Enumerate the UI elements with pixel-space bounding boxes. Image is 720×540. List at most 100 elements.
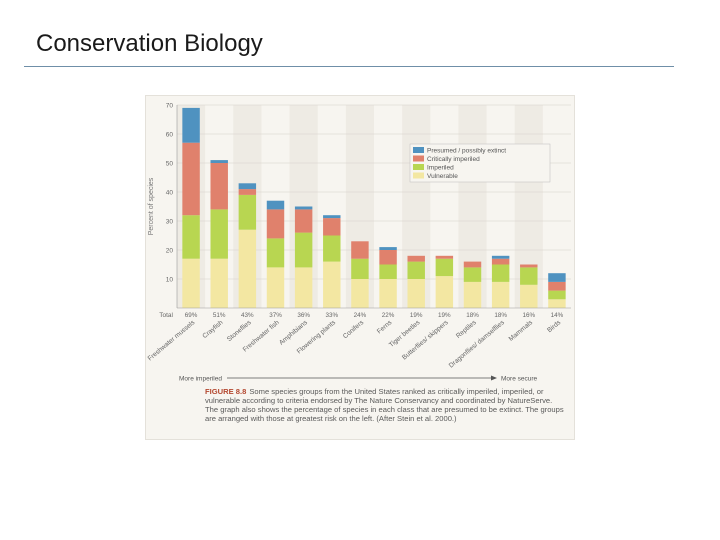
category-label: Dragonflies/ damselflies bbox=[448, 319, 507, 370]
bar-segment-imperiled bbox=[520, 267, 538, 285]
y-tick-label: 10 bbox=[166, 277, 174, 284]
bar-segment-critical bbox=[407, 255, 425, 262]
bar-segment-critical bbox=[238, 189, 257, 195]
chart-bars bbox=[182, 107, 566, 308]
category-label: Mammals bbox=[508, 319, 535, 343]
y-tick-label: 50 bbox=[166, 161, 174, 168]
title-divider bbox=[24, 66, 674, 67]
bar-segment-imperiled bbox=[266, 238, 285, 268]
bar-segment-presumed bbox=[210, 160, 228, 163]
total-percent-label: 33% bbox=[325, 312, 338, 319]
total-percent-label: 36% bbox=[297, 312, 310, 319]
bar-segment-presumed bbox=[182, 107, 200, 143]
arrow-head bbox=[491, 375, 497, 381]
y-axis-label: Percent of species bbox=[148, 177, 155, 235]
bar-segment-imperiled bbox=[548, 290, 566, 300]
category-label: Crayfish bbox=[201, 319, 224, 340]
total-percent-label: 22% bbox=[382, 312, 395, 319]
category-label: Birds bbox=[546, 319, 563, 334]
legend-label: Vulnerable bbox=[427, 173, 458, 180]
bar-segment-imperiled bbox=[463, 267, 482, 282]
bar-segment-vulnerable bbox=[407, 279, 425, 308]
bar-segment-vulnerable bbox=[182, 258, 200, 308]
bar-segment-critical bbox=[266, 209, 285, 239]
legend-swatch bbox=[413, 172, 424, 179]
chart-gridlines bbox=[177, 104, 571, 308]
bar-segment-imperiled bbox=[182, 215, 200, 259]
legend-swatch bbox=[413, 147, 424, 153]
textbook-figure: 10 20 30 40 50 60 70 Percent of species 69% Fresh… bbox=[145, 95, 575, 440]
bar-segment-critical bbox=[435, 255, 454, 259]
y-tick-label: 40 bbox=[166, 190, 174, 197]
total-percent-label: 18% bbox=[494, 312, 507, 319]
bar-segment-presumed bbox=[238, 183, 257, 190]
legend-swatch bbox=[413, 164, 424, 170]
bar-segment-critical bbox=[323, 218, 341, 236]
total-percent-label: 14% bbox=[551, 312, 564, 319]
arrow-left-label: More imperiled bbox=[179, 376, 222, 383]
y-tick-label: 30 bbox=[166, 219, 174, 226]
bar-segment-vulnerable bbox=[266, 267, 285, 308]
total-label: Total bbox=[159, 312, 173, 319]
bar-segment-critical bbox=[548, 281, 566, 291]
bar-segment-imperiled bbox=[491, 264, 510, 282]
total-percent-label: 16% bbox=[522, 312, 535, 319]
bar-segment-presumed bbox=[266, 200, 285, 210]
legend-label: Presumed / possibly extinct bbox=[427, 148, 506, 155]
stacked-bar-chart: 10 20 30 40 50 60 70 Percent of species 69%Fresh… bbox=[147, 103, 571, 383]
figure-label: FIGURE 8.8 bbox=[205, 387, 247, 396]
bar-segment-imperiled bbox=[323, 235, 341, 262]
bar-segment-presumed bbox=[294, 206, 313, 210]
bar-segment-critical bbox=[294, 209, 313, 233]
category-label: Conifers bbox=[342, 319, 366, 341]
bar-segment-critical bbox=[379, 250, 397, 265]
category-label: Reptiles bbox=[455, 319, 478, 340]
y-tick-label: 70 bbox=[166, 103, 174, 110]
bar-segment-imperiled bbox=[294, 232, 313, 268]
legend-swatch bbox=[413, 155, 424, 162]
bar-segment-vulnerable bbox=[210, 258, 228, 308]
bar-segment-vulnerable bbox=[491, 281, 510, 308]
bar-segment-presumed bbox=[323, 215, 341, 219]
total-percent-label: 19% bbox=[410, 312, 423, 319]
bar-segment-vulnerable bbox=[294, 267, 313, 308]
category-label: Ferns bbox=[376, 319, 394, 336]
bar-segment-vulnerable bbox=[435, 276, 454, 308]
bar-segment-imperiled bbox=[435, 258, 454, 277]
total-percent-label: 18% bbox=[466, 312, 479, 319]
y-tick-label: 60 bbox=[166, 132, 174, 139]
bar-segment-vulnerable bbox=[520, 284, 538, 308]
total-percent-label: 19% bbox=[438, 312, 451, 319]
category-label: Stoneflies bbox=[226, 319, 253, 343]
total-percent-label: 51% bbox=[213, 312, 226, 319]
total-percent-label: 24% bbox=[354, 312, 367, 319]
arrow-right-label: More secure bbox=[501, 376, 538, 383]
bar-segment-critical bbox=[463, 261, 482, 268]
total-percent-label: 37% bbox=[269, 312, 282, 319]
bar-segment-presumed bbox=[379, 247, 397, 250]
figure-caption: FIGURE 8.8 Some species groups from the U… bbox=[205, 387, 565, 423]
bar-segment-vulnerable bbox=[323, 261, 341, 308]
bar-segment-critical bbox=[210, 163, 228, 210]
category-label: Freshwater mussels bbox=[147, 319, 197, 363]
y-tick-label: 20 bbox=[166, 248, 174, 255]
bar-segment-presumed bbox=[491, 255, 510, 259]
bar-segment-imperiled bbox=[379, 264, 397, 279]
bar-segment-imperiled bbox=[210, 209, 228, 259]
legend-label: Critically imperiled bbox=[427, 156, 480, 163]
bar-segment-critical bbox=[182, 142, 200, 216]
bar-segment-vulnerable bbox=[351, 279, 369, 308]
legend-label: Imperiled bbox=[427, 165, 454, 172]
bar-segment-vulnerable bbox=[238, 229, 257, 308]
bar-segment-vulnerable bbox=[548, 299, 566, 308]
bar-segment-vulnerable bbox=[379, 279, 397, 308]
total-percent-label: 43% bbox=[241, 312, 254, 319]
total-percent-label: 69% bbox=[185, 312, 198, 319]
bar-segment-critical bbox=[491, 258, 510, 265]
figure-caption-text: Some species groups from the United Stat… bbox=[205, 387, 564, 423]
bar-segment-vulnerable bbox=[463, 281, 482, 308]
bar-segment-critical bbox=[520, 264, 538, 268]
bar-segment-imperiled bbox=[351, 258, 369, 279]
slide-title: Conservation Biology bbox=[36, 30, 263, 57]
